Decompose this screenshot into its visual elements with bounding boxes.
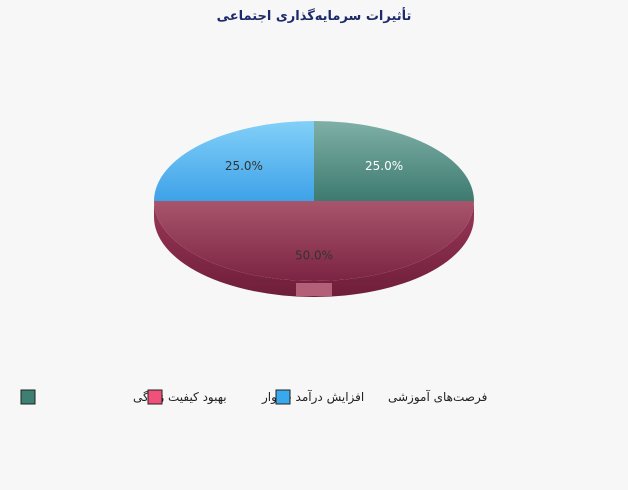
legend-swatch-household-income (147, 389, 163, 405)
pie-slice-highlight (296, 283, 332, 296)
slice-label-household-income: 50.0% (295, 248, 333, 262)
legend-item-quality-of-life[interactable]: بهبود کیفیت زندگی (20, 389, 227, 405)
legend: بهبود کیفیت زندگی افزایش درآمد خانوار فر… (20, 389, 487, 405)
legend-label-education-opportunities: فرصت‌های آموزشی (388, 389, 487, 405)
legend-item-education-opportunities[interactable]: فرصت‌های آموزشی (275, 389, 487, 405)
pie-slice-education-opportunities[interactable] (154, 121, 314, 201)
legend-label-quality-of-life: بهبود کیفیت زندگی (133, 390, 227, 405)
slice-label-education-opportunities: 25.0% (225, 159, 263, 173)
legend-swatch-education-opportunities (275, 389, 291, 405)
slice-label-quality-of-life: 25.0% (365, 159, 403, 173)
pie-slice-quality-of-life[interactable] (314, 121, 474, 201)
pie-slices (154, 121, 474, 281)
pie-slice-household-income[interactable] (154, 201, 474, 281)
pie-depth-side (154, 201, 474, 297)
legend-swatch-quality-of-life (20, 389, 36, 405)
chart-title: تأثیرات سرمایه‌گذاری اجتماعی (217, 7, 412, 24)
